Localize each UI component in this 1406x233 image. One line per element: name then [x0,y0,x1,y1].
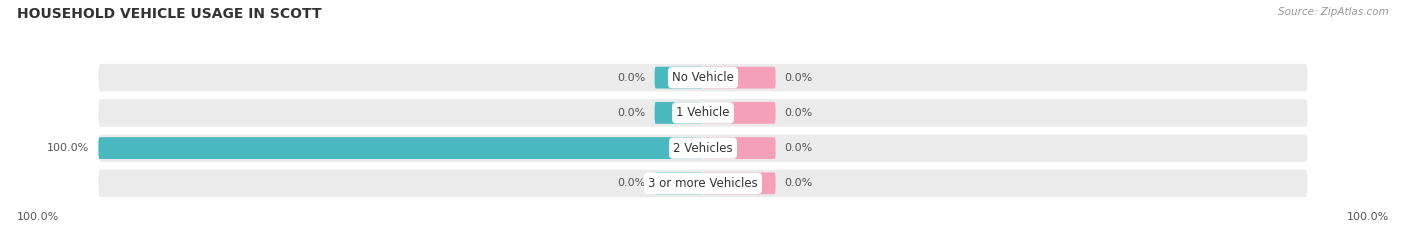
Text: 0.0%: 0.0% [617,108,645,118]
Text: 0.0%: 0.0% [785,143,813,153]
FancyBboxPatch shape [655,102,703,124]
Text: No Vehicle: No Vehicle [672,71,734,84]
FancyBboxPatch shape [98,170,1308,197]
FancyBboxPatch shape [98,64,1308,91]
FancyBboxPatch shape [655,67,703,89]
FancyBboxPatch shape [98,99,1308,127]
FancyBboxPatch shape [98,137,703,159]
FancyBboxPatch shape [703,67,776,89]
Text: 2 Vehicles: 2 Vehicles [673,142,733,155]
Text: Source: ZipAtlas.com: Source: ZipAtlas.com [1278,7,1389,17]
FancyBboxPatch shape [655,172,703,194]
Text: 0.0%: 0.0% [617,73,645,83]
Text: 100.0%: 100.0% [17,212,59,222]
FancyBboxPatch shape [703,172,776,194]
FancyBboxPatch shape [98,134,1308,162]
Text: 0.0%: 0.0% [785,108,813,118]
FancyBboxPatch shape [703,102,776,124]
Text: 3 or more Vehicles: 3 or more Vehicles [648,177,758,190]
Text: 0.0%: 0.0% [617,178,645,188]
Text: 0.0%: 0.0% [785,73,813,83]
Text: 1 Vehicle: 1 Vehicle [676,106,730,119]
Text: 100.0%: 100.0% [1347,212,1389,222]
Text: 0.0%: 0.0% [785,178,813,188]
Text: 100.0%: 100.0% [48,143,90,153]
FancyBboxPatch shape [703,137,776,159]
Text: HOUSEHOLD VEHICLE USAGE IN SCOTT: HOUSEHOLD VEHICLE USAGE IN SCOTT [17,7,322,21]
